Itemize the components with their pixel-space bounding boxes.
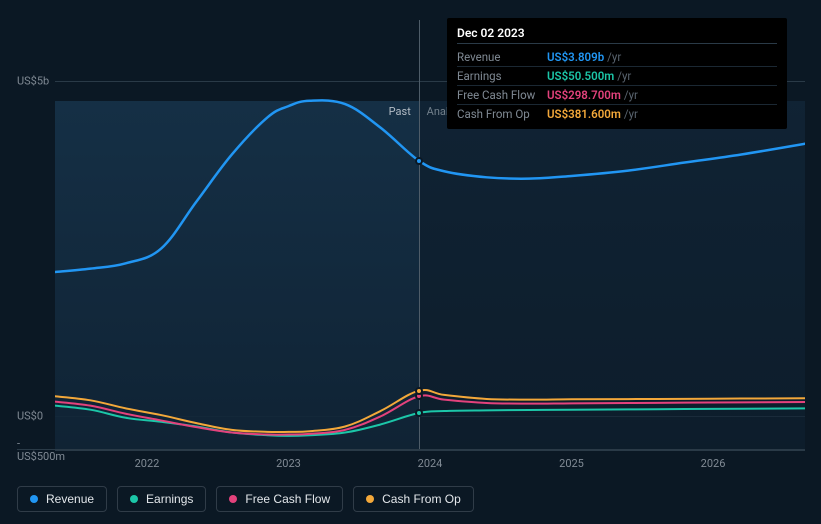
legend-item-cfo[interactable]: Cash From Op xyxy=(353,486,474,512)
marker-earnings xyxy=(415,409,423,417)
legend-item-fcf[interactable]: Free Cash Flow xyxy=(216,486,343,512)
tooltip-unit: /yr xyxy=(624,88,638,102)
tooltip-value: US$3.809b xyxy=(547,50,604,64)
x-axis xyxy=(17,449,805,450)
tooltip-label: Revenue xyxy=(457,50,547,64)
gridline xyxy=(55,450,805,451)
legend-label: Cash From Op xyxy=(382,492,461,506)
tooltip-label: Cash From Op xyxy=(457,107,547,121)
tooltip-label: Earnings xyxy=(457,69,547,83)
tooltip-row: Earnings US$50.500m /yr xyxy=(457,67,777,86)
tooltip-unit: /yr xyxy=(617,69,631,83)
tooltip-row: Free Cash Flow US$298.700m /yr xyxy=(457,86,777,105)
legend-dot-icon xyxy=(30,495,38,503)
series-fcf xyxy=(55,395,805,434)
tooltip-value: US$298.700m xyxy=(547,88,621,102)
tooltip-value: US$381.600m xyxy=(547,107,621,121)
marker-revenue xyxy=(415,157,423,165)
x-axis-label: 2024 xyxy=(418,457,443,470)
x-axis-label: 2022 xyxy=(135,457,160,470)
tooltip-unit: /yr xyxy=(624,107,638,121)
tooltip-unit: /yr xyxy=(607,50,621,64)
tooltip-row: Revenue US$3.809b /yr xyxy=(457,48,777,67)
tooltip-label: Free Cash Flow xyxy=(457,88,547,102)
legend-dot-icon xyxy=(366,495,374,503)
legend: Revenue Earnings Free Cash Flow Cash Fro… xyxy=(17,486,474,512)
marker-cfo xyxy=(415,387,423,395)
legend-dot-icon xyxy=(130,495,138,503)
legend-label: Earnings xyxy=(146,492,193,506)
x-axis-label: 2023 xyxy=(276,457,301,470)
tooltip-title: Dec 02 2023 xyxy=(457,26,777,44)
legend-label: Free Cash Flow xyxy=(245,492,330,506)
legend-dot-icon xyxy=(229,495,237,503)
tooltip-value: US$50.500m xyxy=(547,69,614,83)
tooltip-row: Cash From Op US$381.600m /yr xyxy=(457,105,777,123)
legend-item-earnings[interactable]: Earnings xyxy=(117,486,206,512)
legend-item-revenue[interactable]: Revenue xyxy=(17,486,107,512)
x-axis-label: 2026 xyxy=(701,457,726,470)
x-axis-label: 2025 xyxy=(559,457,584,470)
chart-tooltip: Dec 02 2023 Revenue US$3.809b /yr Earnin… xyxy=(447,18,787,129)
legend-label: Revenue xyxy=(46,492,94,506)
